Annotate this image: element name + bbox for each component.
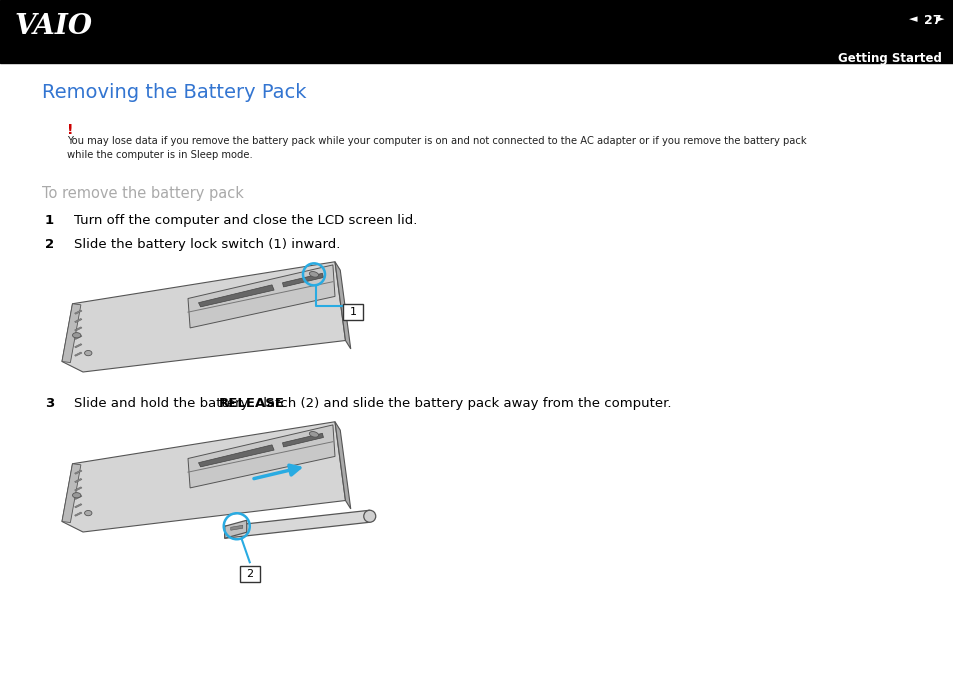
Polygon shape bbox=[74, 327, 82, 331]
Polygon shape bbox=[282, 433, 323, 447]
Polygon shape bbox=[188, 425, 335, 488]
Polygon shape bbox=[335, 422, 351, 509]
Polygon shape bbox=[225, 520, 247, 539]
Polygon shape bbox=[74, 503, 82, 508]
Text: You may lose data if you remove the battery pack while your computer is on and n: You may lose data if you remove the batt… bbox=[67, 136, 806, 160]
Polygon shape bbox=[335, 262, 351, 349]
Ellipse shape bbox=[85, 350, 91, 356]
Ellipse shape bbox=[309, 431, 318, 437]
Text: 1: 1 bbox=[45, 214, 54, 227]
Polygon shape bbox=[62, 262, 345, 372]
Polygon shape bbox=[198, 445, 274, 467]
Text: 3: 3 bbox=[45, 397, 54, 410]
Polygon shape bbox=[74, 512, 82, 516]
Polygon shape bbox=[188, 265, 335, 328]
Polygon shape bbox=[74, 344, 82, 348]
Polygon shape bbox=[225, 510, 370, 539]
Polygon shape bbox=[62, 422, 345, 532]
Text: Slide and hold the battery: Slide and hold the battery bbox=[74, 397, 253, 410]
Text: Turn off the computer and close the LCD screen lid.: Turn off the computer and close the LCD … bbox=[74, 214, 417, 227]
Text: Slide the battery lock switch (1) inward.: Slide the battery lock switch (1) inward… bbox=[74, 238, 340, 251]
Polygon shape bbox=[62, 304, 81, 363]
Polygon shape bbox=[74, 352, 82, 357]
Text: 27: 27 bbox=[923, 14, 941, 27]
Text: Removing the Battery Pack: Removing the Battery Pack bbox=[42, 83, 306, 102]
Ellipse shape bbox=[72, 493, 81, 498]
Polygon shape bbox=[62, 464, 81, 522]
Text: latch (2) and slide the battery pack away from the computer.: latch (2) and slide the battery pack awa… bbox=[258, 397, 671, 410]
Polygon shape bbox=[74, 479, 82, 483]
Polygon shape bbox=[74, 495, 82, 499]
Ellipse shape bbox=[72, 333, 81, 338]
Text: Getting Started: Getting Started bbox=[838, 52, 941, 65]
Polygon shape bbox=[74, 470, 82, 474]
Text: 2: 2 bbox=[45, 238, 54, 251]
Polygon shape bbox=[74, 310, 82, 314]
Text: VAIO: VAIO bbox=[15, 13, 92, 40]
Polygon shape bbox=[74, 318, 82, 323]
Text: To remove the battery pack: To remove the battery pack bbox=[42, 186, 244, 201]
Ellipse shape bbox=[309, 272, 318, 277]
Ellipse shape bbox=[363, 510, 375, 522]
Polygon shape bbox=[74, 487, 82, 491]
Ellipse shape bbox=[85, 510, 91, 516]
Polygon shape bbox=[282, 273, 323, 287]
Text: 1: 1 bbox=[349, 307, 356, 317]
Polygon shape bbox=[74, 335, 82, 340]
Text: ►: ► bbox=[935, 14, 943, 24]
Polygon shape bbox=[198, 285, 274, 307]
Polygon shape bbox=[231, 525, 242, 530]
Text: !: ! bbox=[67, 123, 73, 137]
Text: 2: 2 bbox=[246, 570, 253, 579]
Bar bbox=[0, 0, 953, 63]
FancyBboxPatch shape bbox=[239, 566, 259, 582]
FancyBboxPatch shape bbox=[343, 305, 363, 320]
Text: RELEASE: RELEASE bbox=[218, 397, 284, 410]
Text: ◄: ◄ bbox=[908, 14, 917, 24]
